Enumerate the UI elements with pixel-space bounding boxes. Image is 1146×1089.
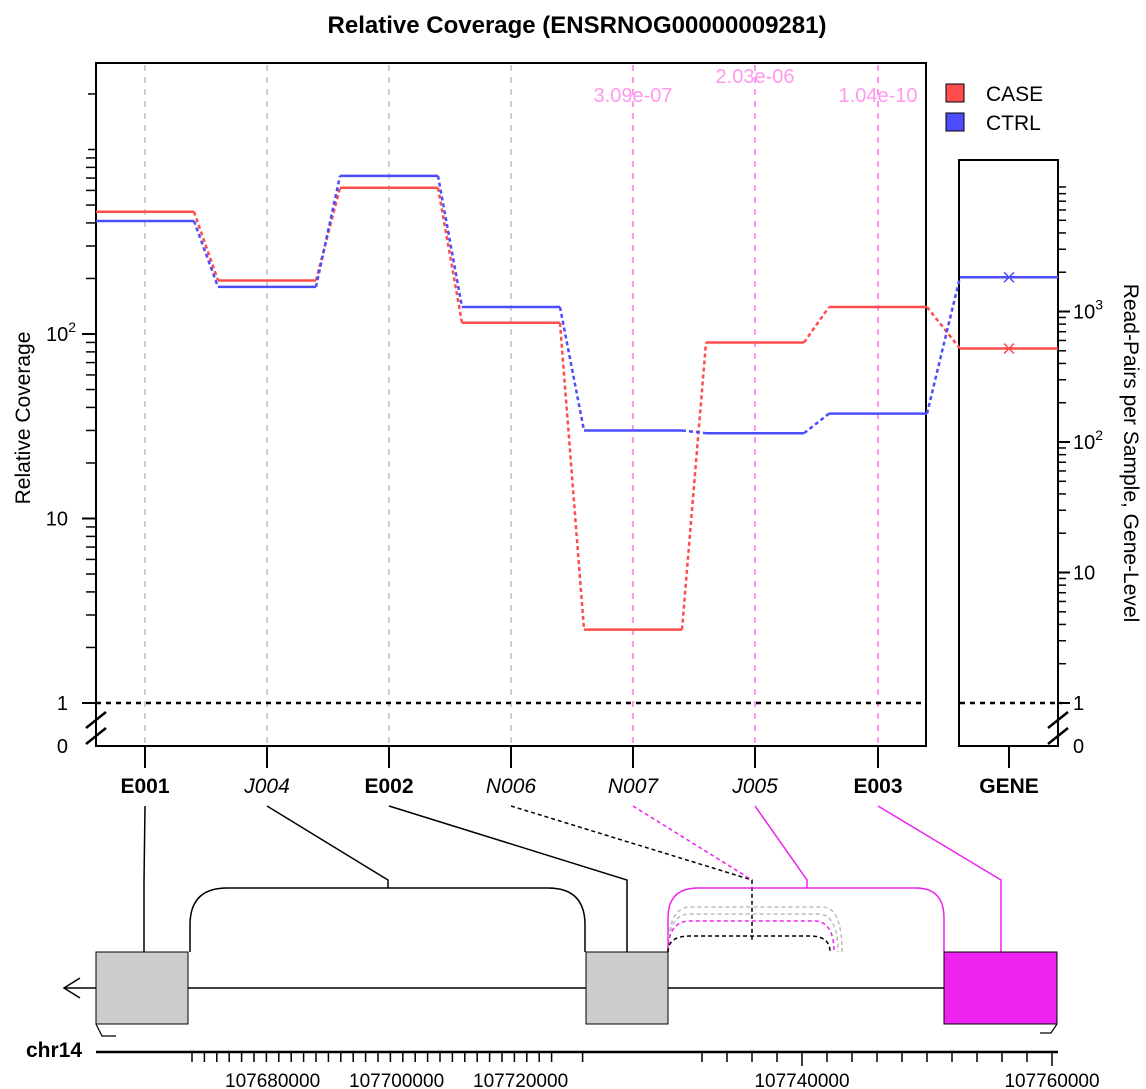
connector-ctrl bbox=[314, 175, 342, 288]
genome-tick-label: 107700000 bbox=[349, 1071, 444, 1089]
y-tick-label: 0 bbox=[57, 736, 68, 758]
novel-arc-grey-2 bbox=[667, 913, 839, 953]
exon-e003 bbox=[943, 951, 1058, 1025]
novel-arc-grey bbox=[667, 906, 843, 953]
y-tick-label: 1 bbox=[57, 693, 68, 715]
genome-tick-label: 107680000 bbox=[225, 1071, 320, 1089]
y2-tick-label: 102 bbox=[1073, 427, 1103, 454]
gene-model bbox=[62, 887, 1058, 1037]
chart-title: Relative Coverage (ENSRNOG00000009281) bbox=[328, 12, 827, 39]
y2-axis-title: Read-Pairs per Sample, Gene-Level bbox=[1119, 284, 1142, 623]
exon-e002 bbox=[585, 951, 669, 1025]
feature-labels: E001 J004 E002 N006 N007 J005 E003 GENE bbox=[120, 746, 1039, 798]
y2-tick-label: 1 bbox=[1073, 693, 1084, 715]
axis-break-mark bbox=[85, 711, 107, 729]
pvalue-label-e003: 1.04e-10 bbox=[839, 85, 918, 107]
connector-n007 bbox=[632, 805, 753, 881]
genome-tick-label: 107740000 bbox=[754, 1071, 849, 1089]
connector-j004 bbox=[266, 805, 389, 888]
novel-arc-n007 bbox=[667, 920, 835, 953]
feature-label-gene: GENE bbox=[979, 775, 1039, 798]
gene-link-case bbox=[926, 306, 961, 350]
connector-ctrl bbox=[803, 412, 830, 435]
y-tick-label: 10 bbox=[46, 509, 68, 531]
connector-n006 bbox=[510, 805, 753, 940]
novel-arc-n006 bbox=[667, 935, 831, 953]
pvalue-label-n007: 3.09e-07 bbox=[594, 85, 673, 107]
connector-case bbox=[680, 342, 708, 630]
coverage-series bbox=[96, 174, 1058, 631]
axis-break-mark bbox=[1047, 711, 1069, 729]
gene-panel-frame bbox=[958, 159, 1059, 747]
gene-link-ctrl bbox=[925, 276, 962, 414]
connector-ctrl bbox=[558, 306, 586, 431]
chromosome-label: chr14 bbox=[26, 1039, 82, 1062]
feature-label-e001: E001 bbox=[120, 775, 169, 798]
junction-arc-j004 bbox=[189, 887, 586, 952]
connector-case bbox=[192, 211, 220, 281]
gene-marker-case bbox=[1003, 343, 1015, 355]
connector-e001 bbox=[143, 805, 146, 952]
feature-gridlines bbox=[144, 65, 879, 744]
y2-tick-label: 10 bbox=[1073, 563, 1095, 585]
junction-arc-j005 bbox=[667, 887, 945, 952]
feature-label-j005: J005 bbox=[731, 775, 778, 798]
fold-mark bbox=[1040, 1023, 1058, 1034]
connector-j005 bbox=[754, 805, 808, 888]
y-axis-right: 0 1 10 102 103 bbox=[1047, 170, 1103, 758]
legend-label-case: CASE bbox=[986, 83, 1043, 106]
y-tick-label: 102 bbox=[46, 319, 76, 346]
strand-arrow-icon bbox=[62, 977, 81, 999]
connector-e003 bbox=[877, 805, 1002, 952]
genome-tick-label: 107760000 bbox=[1004, 1071, 1099, 1089]
y2-tick-label: 0 bbox=[1073, 736, 1084, 758]
y-axis-left: 0 1 10 102 bbox=[46, 63, 107, 758]
pvalue-annotations: 3.09e-07 2.03e-06 1.04e-10 bbox=[594, 66, 918, 107]
feature-label-e002: E002 bbox=[364, 775, 413, 798]
connector-case bbox=[558, 322, 586, 630]
connector-case bbox=[314, 187, 342, 281]
connector-ctrl bbox=[192, 220, 220, 288]
feature-label-n007: N007 bbox=[608, 775, 660, 798]
y2-tick-label: 103 bbox=[1073, 297, 1103, 324]
feature-connectors bbox=[143, 805, 1002, 952]
fold-mark bbox=[95, 1023, 116, 1037]
legend: CASE CTRL bbox=[945, 83, 1043, 135]
connector-case bbox=[436, 187, 464, 324]
series-ctrl bbox=[96, 174, 1058, 435]
legend-swatch-case bbox=[945, 83, 965, 103]
pvalue-label-j005: 2.03e-06 bbox=[716, 66, 795, 88]
exon-e001 bbox=[95, 951, 189, 1025]
connector-e002 bbox=[388, 805, 628, 952]
connector-ctrl bbox=[681, 429, 707, 435]
connector-ctrl bbox=[436, 175, 464, 308]
axis-break-mark bbox=[85, 727, 107, 745]
gene-marker-ctrl bbox=[1003, 271, 1015, 283]
series-case bbox=[96, 186, 1058, 631]
legend-swatch-ctrl bbox=[945, 112, 965, 132]
legend-label-ctrl: CTRL bbox=[986, 112, 1041, 135]
axis-break-mark bbox=[1047, 727, 1069, 745]
feature-label-j004: J004 bbox=[243, 775, 290, 798]
genome-axis: chr14 107680000 107700000 107720000 10774000… bbox=[26, 1039, 1100, 1089]
connector-case bbox=[802, 306, 831, 344]
y-axis-title: Relative Coverage bbox=[12, 332, 35, 505]
feature-label-e003: E003 bbox=[853, 775, 902, 798]
feature-label-n006: N006 bbox=[486, 775, 537, 798]
genome-tick-label: 107720000 bbox=[473, 1071, 568, 1089]
